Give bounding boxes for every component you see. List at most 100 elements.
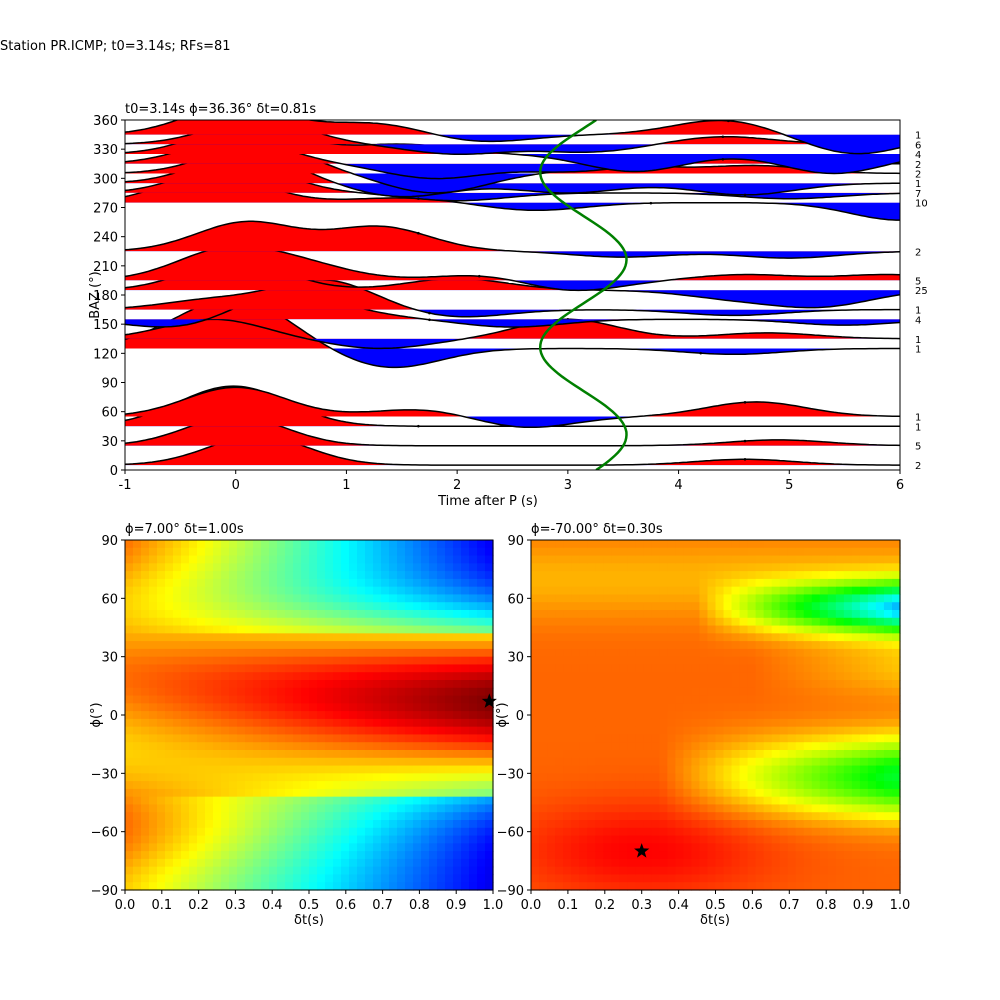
heatmap-cell (739, 571, 749, 580)
heatmap-cell (571, 540, 580, 549)
heatmap-cell (747, 656, 757, 666)
heatmap-cell (587, 820, 596, 829)
heatmap-cell (141, 718, 150, 728)
heatmap-cell (381, 602, 390, 611)
heatmap-cell (301, 812, 310, 821)
heatmap-cell (221, 547, 230, 557)
heatmap-cell (835, 827, 845, 837)
heatmap-cell (651, 555, 660, 564)
heatmap-cell (285, 804, 294, 813)
heatmap-cell (707, 757, 717, 767)
heatmap-cell (165, 820, 174, 829)
heatmap-cell (547, 586, 556, 596)
heatmap-cell (405, 695, 414, 704)
heatmap-cell (811, 695, 821, 704)
heatmap-cell (389, 765, 398, 774)
heatmap-cell (125, 540, 134, 549)
heatmap-cell (859, 617, 869, 627)
heatmap-cell (149, 742, 158, 751)
heatmap-cell (285, 882, 294, 891)
heatmap-cell (333, 578, 342, 588)
heatmap-cell (651, 734, 660, 743)
heatmap-cell (269, 625, 278, 634)
heatmap-cell (333, 835, 342, 844)
heatmap-cell (691, 765, 701, 774)
heatmap-cell (851, 633, 861, 642)
heatmap-cell (349, 641, 358, 650)
heatmap-cell (547, 742, 556, 751)
heatmap-cell (683, 858, 693, 868)
heatmap-cell (611, 540, 620, 549)
heatmap-cell (229, 726, 238, 736)
heatmap-cell (571, 820, 580, 829)
heatmap-cell (747, 734, 757, 743)
heatmap-cell (469, 547, 478, 557)
heatmap-cell (571, 680, 580, 689)
heatmap-cell (747, 843, 757, 852)
heatmap-cell (285, 851, 294, 860)
heatmap-cell (149, 820, 158, 829)
heatmap-cell (181, 680, 190, 689)
heatmap-cell (699, 866, 709, 876)
heatmap-cell (771, 703, 781, 712)
heatmap-cell (317, 602, 326, 611)
x-tick-label: 0.2 (594, 898, 615, 913)
heatmap-cell (555, 788, 564, 798)
heatmap-cell (547, 578, 556, 588)
heatmap-cell (627, 796, 636, 806)
heatmap-cell (771, 664, 781, 673)
heatmap-cell (627, 781, 636, 790)
heatmap-cell (547, 687, 556, 697)
heatmap-cell (301, 726, 310, 736)
heatmap-cell (883, 773, 893, 782)
heatmap-cell (245, 866, 254, 876)
heatmap-cell (643, 718, 652, 728)
heatmap-cell (747, 882, 757, 891)
heatmap-cell (365, 773, 374, 782)
heatmap-cell (485, 858, 494, 868)
heatmap-cell (189, 602, 198, 611)
heatmap-cell (469, 680, 478, 689)
heatmap-cell (165, 610, 174, 619)
heatmap-cell (429, 874, 438, 883)
heatmap-cell (883, 664, 893, 673)
heatmap-cell (397, 617, 406, 627)
heatmap-cell (325, 734, 334, 743)
heatmap-cell (269, 773, 278, 782)
heatmap-cell (165, 664, 174, 673)
heatmap-cell (469, 633, 478, 642)
heatmap-cell (811, 555, 821, 564)
heatmap-cell (643, 882, 652, 891)
heatmap-cell (421, 641, 430, 650)
heatmap-cell (205, 726, 214, 736)
heatmap-cell (301, 718, 310, 728)
heatmap-cell (157, 641, 166, 650)
heatmap-cell (659, 835, 668, 844)
heatmap-cell (213, 633, 222, 642)
heatmap-cell (429, 827, 438, 837)
heatmap-cell (555, 711, 564, 720)
heatmap-cell (715, 641, 725, 650)
heatmap-cell (301, 625, 310, 634)
heatmap-cell (405, 602, 414, 611)
heatmap-cell (221, 726, 230, 736)
heatmap-cell (469, 742, 478, 751)
heatmap-cell (445, 610, 454, 619)
heatmap-cell (819, 882, 829, 891)
heatmap-cell (421, 858, 430, 868)
x-tick-label: 0.2 (188, 898, 209, 913)
heatmap-cell (133, 757, 142, 767)
heatmap-cell (485, 625, 494, 634)
heatmap-cell (803, 750, 813, 759)
heatmap-cell (461, 680, 470, 689)
heatmap-cell (851, 540, 861, 549)
heatmap-cell (301, 804, 310, 813)
heatmap-cell (165, 726, 174, 736)
heatmap-cell (197, 625, 206, 634)
heatmap-cell (341, 874, 350, 883)
heatmap-cell (627, 726, 636, 736)
heatmap-cell (843, 858, 853, 868)
heatmap-cell (429, 718, 438, 728)
heatmap-cell (365, 641, 374, 650)
heatmap-cell (325, 788, 334, 798)
